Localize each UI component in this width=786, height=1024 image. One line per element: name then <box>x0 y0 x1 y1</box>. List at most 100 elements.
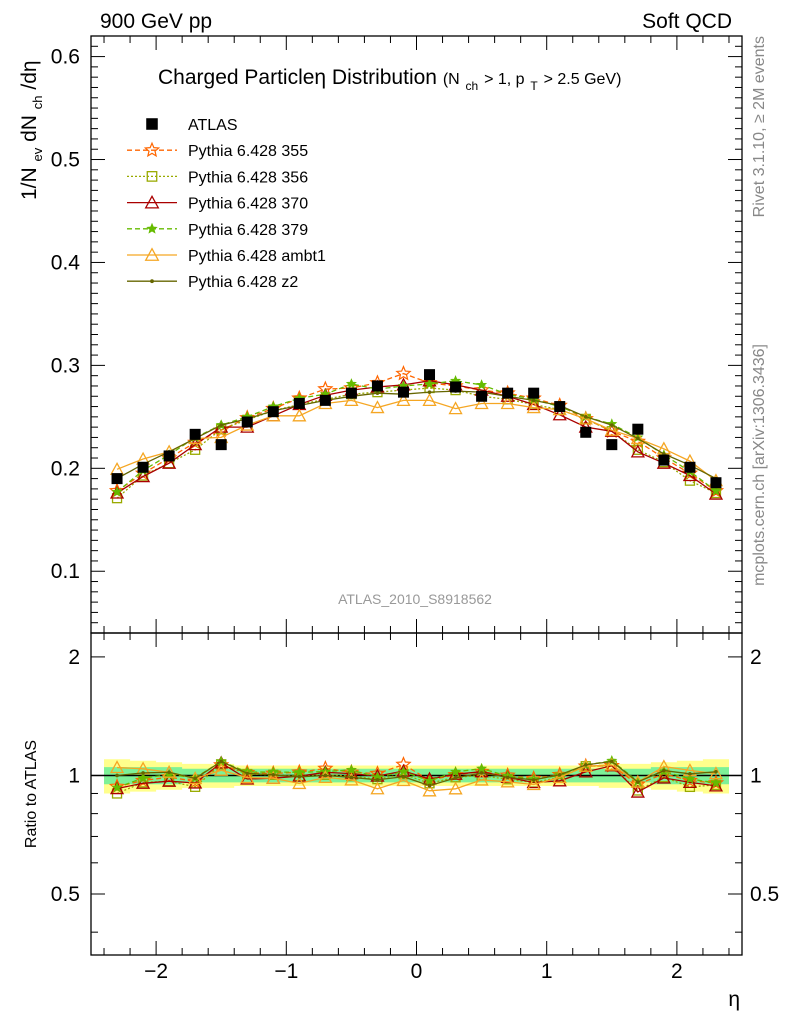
ratio-point-pythia-6-428-379 <box>345 764 357 775</box>
legend-label: Pythia 6.428 355 <box>188 143 308 160</box>
chart-title-cond-sub2: T <box>530 79 538 93</box>
legend-label: Pythia 6.428 379 <box>188 222 308 239</box>
data-point-pythia-6-428-z2 <box>375 391 380 395</box>
data-point-atlas <box>632 423 644 435</box>
data-point-atlas <box>450 381 462 393</box>
series-line-pythia-6-428-ambt1 <box>116 399 717 482</box>
rivet-label: Rivet 3.1.10, ≥ 2M events <box>751 36 768 217</box>
ratio-plot-frame <box>90 632 743 956</box>
ratio-point-pythia-6-428-z2 <box>375 777 380 782</box>
data-point-pythia-6-428-379 <box>111 486 123 497</box>
ratio-point-pythia-6-428-370 <box>188 775 203 789</box>
x-tick-label: 0 <box>411 960 423 983</box>
ratio-plot-content <box>91 754 742 799</box>
data-point-atlas <box>528 387 540 399</box>
data-point-atlas <box>476 390 488 402</box>
ratio-point-pythia-6-428-370 <box>656 770 671 784</box>
ratio-y-label: Ratio to ATLAS <box>23 740 40 848</box>
ratio-point-pythia-6-428-z2 <box>193 776 197 781</box>
legend-item-pythia-6-428-ambt1: Pythia 6.428 ambt1 <box>127 247 326 265</box>
ratio-point-pythia-6-428-z2 <box>245 771 250 776</box>
data-point-atlas <box>111 473 123 485</box>
chart-title-main: Charged Particleη Distribution <box>158 66 437 89</box>
ratio-point-pythia-6-428-z2 <box>141 771 145 775</box>
ratio-point-pythia-6-428-ambt1 <box>422 783 437 797</box>
data-point-pythia-6-428-370 <box>109 485 125 499</box>
data-point-atlas <box>502 387 514 399</box>
main-y-label: 1/N ev dN ch /dη <box>18 60 47 200</box>
legend-item-pythia-6-428-355: Pythia 6.428 355 <box>127 141 308 160</box>
header-left: 900 GeV pp <box>100 10 212 33</box>
ratio-point-pythia-6-428-379 <box>137 772 149 783</box>
legend-marker <box>146 222 158 234</box>
ratio-y-tick-label-right: 0.5 <box>750 883 779 906</box>
ratio-point-pythia-6-428-z2 <box>427 783 432 788</box>
ratio-point-pythia-6-428-ambt1 <box>708 766 724 780</box>
legend-item-atlas: ATLAS <box>146 117 238 134</box>
data-point-atlas <box>658 454 670 466</box>
chart-title-cond-open: (N <box>443 71 460 88</box>
data-point-pythia-6-428-ambt1 <box>370 400 385 414</box>
chart-title-cond-close: > 2.5 GeV) <box>544 71 622 88</box>
series-line-pythia-6-428-z2 <box>116 390 717 480</box>
ratio-line-pythia-6-428-z2 <box>116 760 717 787</box>
data-point-atlas <box>371 380 383 392</box>
ratio-point-pythia-6-428-z2 <box>271 772 276 777</box>
ratio-point-pythia-6-428-ambt1 <box>630 774 645 788</box>
legend-item-pythia-6-428-356: Pythia 6.428 356 <box>127 169 308 186</box>
data-point-pythia-6-428-ambt1 <box>422 393 437 407</box>
ratio-point-pythia-6-428-ambt1 <box>292 776 307 790</box>
ratio-point-pythia-6-428-ambt1 <box>109 760 125 774</box>
ratio-point-pythia-6-428-z2 <box>557 772 562 777</box>
series-pythia-6-428-355 <box>108 365 725 498</box>
mcplots-label: mcplots.cern.ch [arXiv:1306.3436] <box>751 344 768 586</box>
ratio-point-pythia-6-428-z2 <box>453 776 458 780</box>
ratio-point-pythia-6-428-370 <box>630 784 645 798</box>
data-point-pythia-6-428-370 <box>708 486 724 500</box>
data-point-atlas <box>710 477 722 489</box>
legend-label: ATLAS <box>188 117 238 134</box>
data-point-pythia-6-428-370 <box>188 437 203 451</box>
data-point-pythia-6-428-370 <box>162 455 177 469</box>
legend-marker <box>144 194 160 209</box>
series-atlas <box>111 369 722 489</box>
data-point-pythia-6-428-370 <box>526 397 541 411</box>
data-point-pythia-6-428-370 <box>135 469 151 483</box>
data-point-pythia-6-428-ambt1 <box>344 393 359 407</box>
data-point-pythia-6-428-379 <box>710 485 722 496</box>
data-point-atlas <box>215 439 227 451</box>
data-point-atlas <box>397 386 409 398</box>
ratio-point-pythia-6-428-z2 <box>531 778 536 782</box>
ratio-y-tick-label-right: 2 <box>750 646 762 669</box>
ratio-point-pythia-6-428-355 <box>343 763 360 780</box>
data-point-pythia-6-428-z2 <box>219 423 223 427</box>
ratio-point-pythia-6-428-ambt1 <box>474 772 489 786</box>
ratio-y-tick-label-right: 1 <box>750 764 762 787</box>
legend: ATLAS Pythia 6.428 355 Pythia 6.428 356 Pyt… <box>127 117 326 291</box>
data-point-pythia-6-428-ambt1 <box>396 393 411 407</box>
data-point-atlas <box>554 401 566 413</box>
data-point-atlas <box>606 439 618 451</box>
ratio-point-pythia-6-428-ambt1 <box>370 781 385 795</box>
ratio-point-pythia-6-428-379 <box>476 762 488 774</box>
y-label-b: dN <box>18 115 41 142</box>
legend-item-pythia-6-428-379: Pythia 6.428 379 <box>127 222 308 239</box>
ratio-point-pythia-6-428-z2 <box>167 770 171 775</box>
ratio-point-pythia-6-428-379 <box>684 773 696 784</box>
y-tick-label: 0.5 <box>51 149 80 172</box>
data-point-atlas <box>189 428 201 440</box>
ratio-point-pythia-6-428-z2 <box>688 771 692 776</box>
data-point-atlas <box>293 397 305 409</box>
ratio-point-pythia-6-428-370 <box>708 778 724 792</box>
y-label-c: /dη <box>18 60 41 89</box>
y-tick-label: 0.6 <box>51 46 80 69</box>
watermark: ATLAS_2010_S8918562 <box>338 591 492 607</box>
data-point-pythia-6-428-ambt1 <box>292 408 307 422</box>
y-label-a: 1/N <box>18 167 41 200</box>
data-point-pythia-6-428-z2 <box>583 415 588 419</box>
data-point-pythia-6-428-355 <box>395 365 412 381</box>
x-tick-label: −1 <box>274 960 298 983</box>
ratio-point-pythia-6-428-z2 <box>401 774 406 779</box>
ratio-point-pythia-6-428-ambt1 <box>526 777 541 791</box>
